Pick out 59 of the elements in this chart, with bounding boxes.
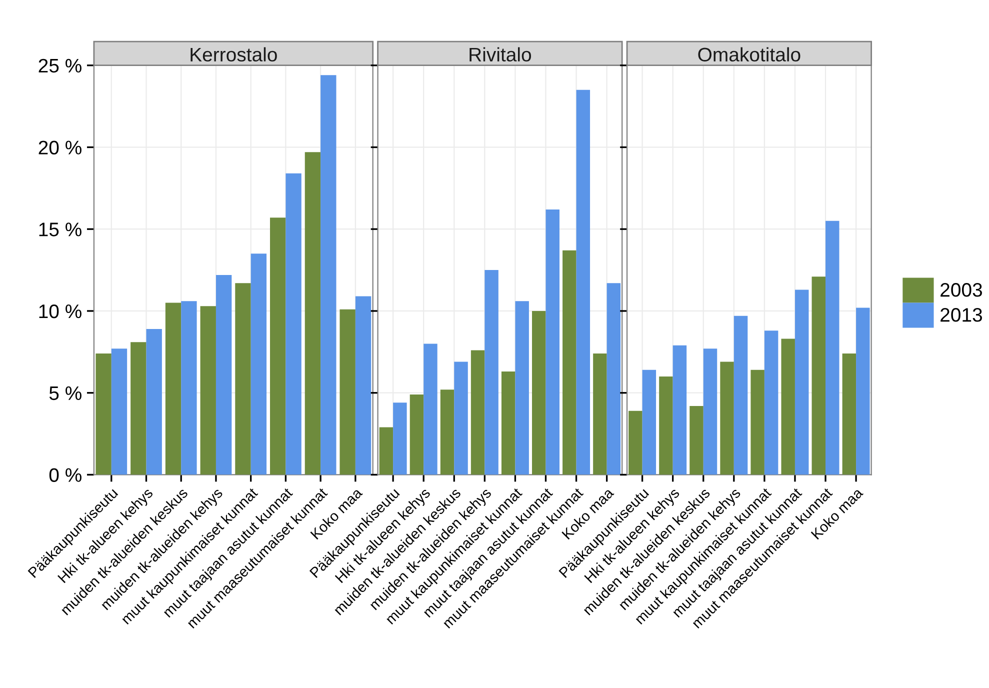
bar [454, 362, 468, 475]
bar [642, 370, 656, 475]
bar [286, 173, 302, 475]
bar [424, 344, 438, 475]
bar [515, 301, 529, 475]
bar [410, 394, 424, 475]
bar [355, 296, 372, 475]
y-tick-label: 5 % [49, 386, 82, 400]
legend-label: 2003 [940, 283, 982, 297]
bar [146, 328, 162, 475]
bar [320, 75, 336, 475]
bar [216, 274, 232, 475]
chart-title: Rivitalo [470, 47, 531, 62]
chart-title: Omakotitalo [698, 47, 800, 62]
bar [250, 254, 267, 475]
chart-title: Kerrostalo [190, 47, 277, 62]
bar [181, 301, 197, 475]
bar [130, 342, 146, 475]
bar [200, 306, 216, 475]
bar [379, 427, 394, 475]
bar [842, 354, 856, 475]
bar [546, 209, 560, 475]
bar [501, 372, 516, 475]
bar [659, 376, 673, 475]
bar [484, 270, 498, 475]
legend-label: 2013 [940, 308, 982, 322]
bar [794, 290, 809, 475]
bar [111, 348, 128, 475]
bar [720, 362, 734, 475]
bar [576, 90, 590, 475]
y-tick-label: 15 % [39, 222, 82, 236]
bar [304, 152, 321, 475]
bar [440, 390, 454, 475]
bar [781, 338, 795, 475]
bar [703, 348, 718, 475]
bar [690, 406, 704, 475]
bar [532, 310, 546, 475]
bar [235, 283, 251, 475]
bar [340, 309, 356, 475]
bar [96, 354, 112, 475]
bar [812, 276, 826, 475]
bar [856, 308, 870, 475]
bar [393, 402, 407, 475]
bar [672, 345, 687, 475]
y-tick-label: 20 % [38, 140, 82, 154]
bar [764, 330, 778, 475]
bar [562, 250, 576, 475]
bar [606, 283, 621, 475]
bar [593, 354, 607, 475]
bar [734, 316, 748, 475]
bar [826, 220, 840, 475]
bar [750, 370, 764, 475]
bar [628, 410, 642, 475]
bar [470, 350, 485, 475]
y-tick-label: 25 % [38, 58, 82, 73]
bar [165, 302, 182, 475]
y-tick-label: 0 % [49, 468, 82, 482]
y-tick-label: 10 % [39, 304, 82, 318]
bar [270, 218, 286, 475]
